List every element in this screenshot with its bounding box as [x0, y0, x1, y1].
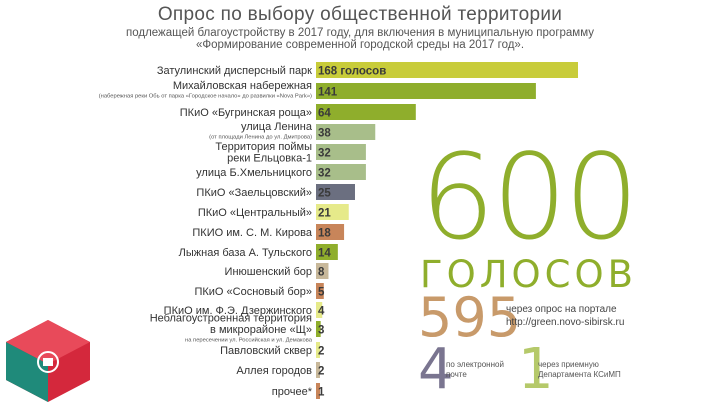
- bar-value-label-8: 21: [318, 208, 331, 220]
- total-votes-number: 600: [420, 128, 639, 266]
- category-label-2: Михайловская набережная: [173, 80, 312, 92]
- email-line-2: почте: [446, 370, 467, 379]
- chart-title-block: Опрос по выбору общественной территории …: [0, 4, 720, 51]
- category-label-7: ПКиО «Заельцовский»: [196, 187, 312, 199]
- bar-7: [316, 184, 355, 200]
- bar-2: [316, 83, 536, 99]
- portal-line-1: через опрос на портале: [506, 304, 617, 315]
- email-votes-description: по электронной почте: [446, 360, 504, 380]
- bar-5: [316, 144, 366, 160]
- logo-hexagon-light: [6, 320, 90, 364]
- category-label-14-line-1: Неблагоустроенная территория: [150, 312, 312, 324]
- bar-10: [316, 244, 338, 260]
- bar-11: [316, 263, 329, 279]
- bar-9: [316, 224, 345, 240]
- portal-url: http://green.novo-sibirsk.ru: [506, 317, 625, 328]
- bar-4: [316, 124, 376, 140]
- category-label-11: Инюшенский бор: [225, 266, 312, 278]
- bar-value-label-7: 25: [318, 188, 331, 200]
- category-label-15: Павловский сквер: [220, 345, 312, 357]
- chart-subtitle-line-2: «Формирование современной городской сред…: [195, 39, 525, 51]
- reception-votes-description: через приемную Департамента КСиМП: [538, 360, 621, 380]
- category-label-14-line-2: в микрорайоне «Щ»: [210, 324, 312, 336]
- category-label-10: Лыжная база А. Тульского: [179, 247, 312, 259]
- bar-value-label-3: 64: [318, 108, 331, 120]
- category-label-3: ПКиО «Бугринская роща»: [180, 107, 312, 119]
- bar-value-label-15: 2: [318, 346, 324, 358]
- bar-3: [316, 104, 416, 120]
- bar-value-label-16: 2: [318, 366, 324, 378]
- bar-value-label-9: 18: [318, 228, 331, 240]
- category-label-4: улица Ленина: [241, 121, 313, 133]
- reception-line-1: через приемную: [538, 360, 599, 369]
- bar-value-label-4: 38: [318, 128, 331, 140]
- category-note-14: на пересечении ул. Российская и ул. Дема…: [185, 336, 313, 343]
- logo-hexagon-teal: [6, 342, 48, 402]
- bar-14: [316, 321, 321, 337]
- bar-value-label-10: 14: [318, 248, 331, 260]
- bar-15: [316, 342, 320, 358]
- bar-value-label-2: 141: [318, 87, 338, 99]
- category-note-2: (набережная реки Обь от парка «Городское…: [99, 94, 312, 100]
- category-label-6: улица Б.Хмельницкого: [196, 167, 312, 179]
- category-label-5-line-1: Территория поймы: [215, 141, 312, 153]
- category-label-8: ПКиО «Центральный»: [198, 207, 312, 219]
- email-votes-number: 4: [418, 337, 454, 402]
- chart-title: Опрос по выбору общественной территории: [157, 4, 563, 25]
- portal-votes-number: 595: [418, 286, 522, 349]
- category-label-9: ПКИО им. С. М. Кирова: [192, 227, 312, 239]
- bar-value-label-11: 8: [318, 267, 325, 279]
- logo-emblem-ring: [37, 351, 59, 373]
- bar-value-label-5: 32: [318, 148, 331, 160]
- bar-value-label-14: 3: [318, 325, 324, 337]
- portal-votes-description: через опрос на портале http://green.novo…: [506, 303, 624, 329]
- bar-value-label-12: 5: [318, 287, 325, 299]
- reception-line-2: Департамента КСиМП: [538, 370, 621, 379]
- bar-value-label-17: 1: [318, 387, 325, 399]
- total-votes-word: ГОЛОСОВ: [420, 253, 637, 296]
- city-emblem-logo: [6, 320, 90, 402]
- bar-12: [316, 283, 324, 299]
- chart-subtitle-line-1: подлежащей благоустройству в 2017 году, …: [125, 27, 594, 39]
- bar-16: [316, 362, 320, 378]
- category-label-12: ПКиО «Сосновый бор»: [194, 286, 312, 298]
- logo-emblem-center: [43, 358, 53, 366]
- category-label-17: прочее*: [272, 386, 313, 398]
- category-label-5-line-2: реки Ельцовка-1: [227, 153, 312, 165]
- bar-8: [316, 204, 349, 220]
- bar-value-label-1: 168 голосов: [318, 66, 386, 78]
- category-note-4: (от площади Ленина до ул. Дмитрова): [209, 135, 312, 141]
- bar-value-label-6: 32: [318, 168, 331, 180]
- category-label-13: ПКиО им. Ф.Э. Дзержинского: [164, 305, 312, 317]
- category-label-1: Затулинский дисперсный парк: [157, 65, 312, 77]
- bar-13: [316, 302, 323, 318]
- bar-1: [316, 62, 578, 78]
- bar-value-label-13: 4: [318, 306, 325, 318]
- email-line-1: по электронной: [446, 360, 504, 369]
- category-label-16: Аллея городов: [236, 365, 312, 377]
- bar-6: [316, 164, 366, 180]
- bar-17: [316, 383, 320, 399]
- reception-votes-number: 1: [518, 337, 554, 402]
